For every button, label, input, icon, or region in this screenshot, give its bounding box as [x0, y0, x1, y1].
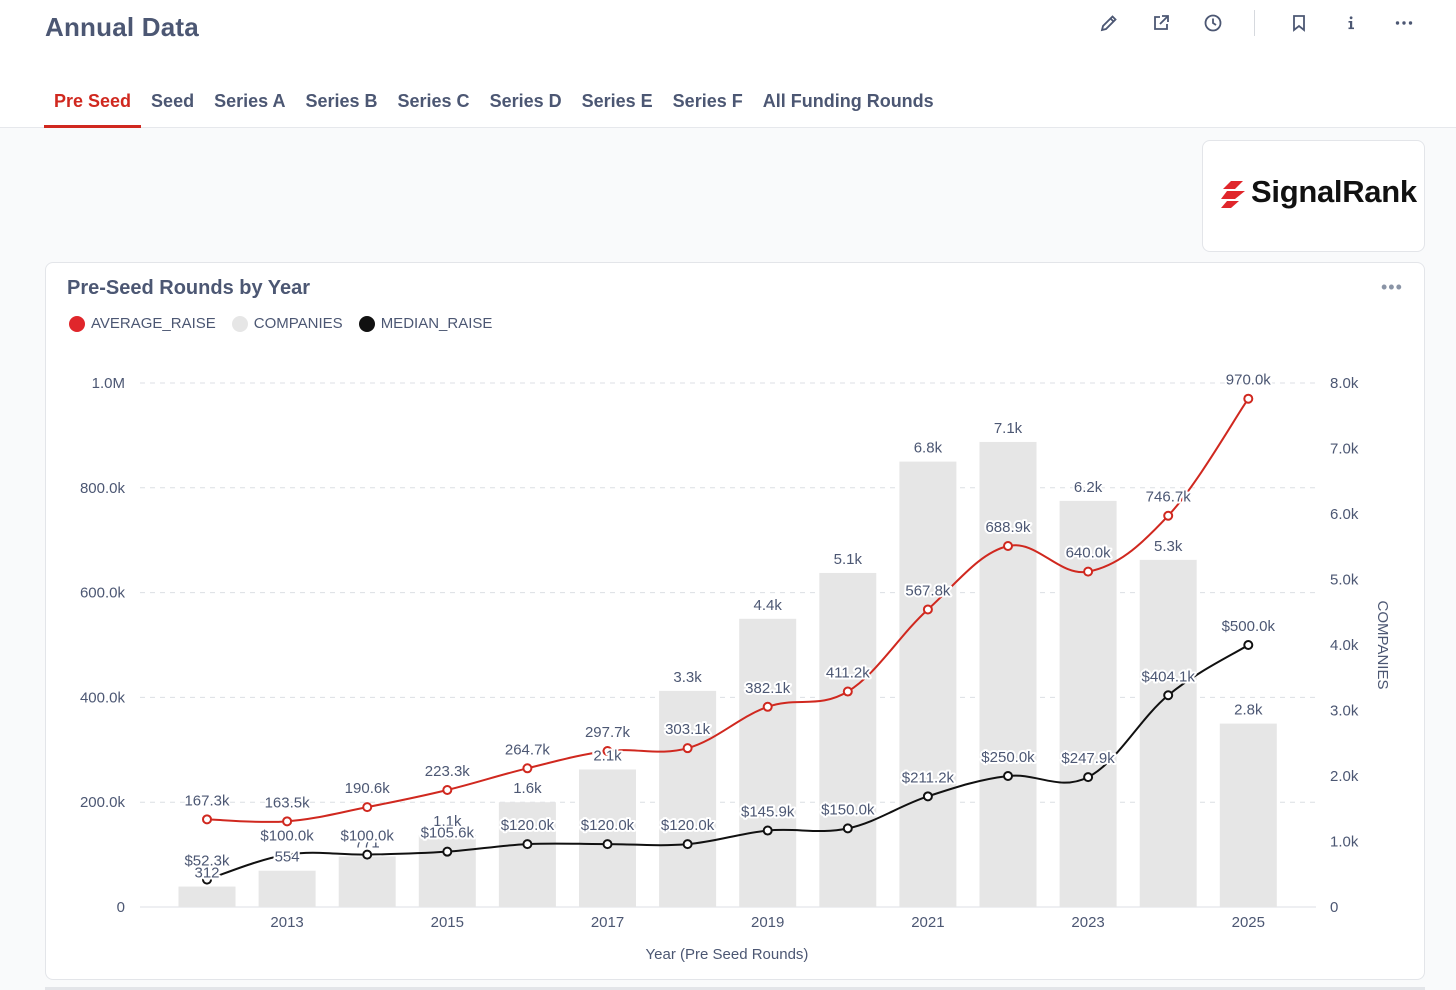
chart-legend: AVERAGE_RAISE COMPANIES MEDIAN_RAISE	[69, 315, 508, 332]
tab-pre-seed[interactable]: Pre Seed	[44, 88, 142, 128]
logo-text: SignalRank	[1251, 174, 1417, 209]
chart-card: Pre-Seed Rounds by Year ••• AVERAGE_RAIS…	[45, 262, 1425, 980]
clock-icon[interactable]	[1200, 10, 1226, 36]
tab-series-f[interactable]: Series F	[672, 91, 743, 111]
info-icon[interactable]	[1338, 10, 1364, 36]
legend-dot-companies	[231, 315, 248, 332]
pencil-icon[interactable]	[1096, 10, 1122, 36]
legend-dot-average	[69, 315, 85, 332]
signalrank-logo-icon	[1221, 181, 1245, 208]
bookmark-icon[interactable]	[1286, 10, 1312, 36]
legend-average-raise[interactable]: AVERAGE_RAISE	[69, 315, 216, 332]
legend-dot-median	[358, 315, 375, 332]
legend-label-average: AVERAGE_RAISE	[91, 315, 216, 332]
tab-seed[interactable]: Seed	[151, 91, 195, 111]
tab-series-e[interactable]: Series E	[581, 91, 653, 111]
divider	[1254, 10, 1255, 36]
legend-companies[interactable]: COMPANIES	[231, 315, 343, 332]
legend-label-median: MEDIAN_RAISE	[380, 315, 493, 332]
legend-label-companies: COMPANIES	[253, 315, 343, 332]
share-icon[interactable]	[1148, 10, 1174, 36]
tab-bar: Pre Seed Seed Series A Series B Series C…	[44, 88, 944, 128]
card-more-icon[interactable]: •••	[1381, 277, 1403, 297]
tab-series-a[interactable]: Series A	[214, 91, 286, 111]
more-icon[interactable]	[1391, 10, 1417, 36]
tab-all-funding-rounds[interactable]: All Funding Rounds	[762, 91, 934, 111]
tab-series-d[interactable]: Series D	[489, 91, 562, 111]
next-card-edge	[45, 987, 1425, 990]
page-title: Annual Data	[45, 12, 199, 42]
tab-series-b[interactable]: Series B	[305, 91, 378, 111]
tab-series-c[interactable]: Series C	[397, 91, 470, 111]
legend-median-raise[interactable]: MEDIAN_RAISE	[358, 315, 493, 332]
top-bar: Annual Data Pre Seed Seed Series A Serie…	[0, 0, 1456, 128]
chart-title: Pre-Seed Rounds by Year	[67, 277, 311, 299]
logo-card: SignalRank	[1202, 140, 1425, 252]
